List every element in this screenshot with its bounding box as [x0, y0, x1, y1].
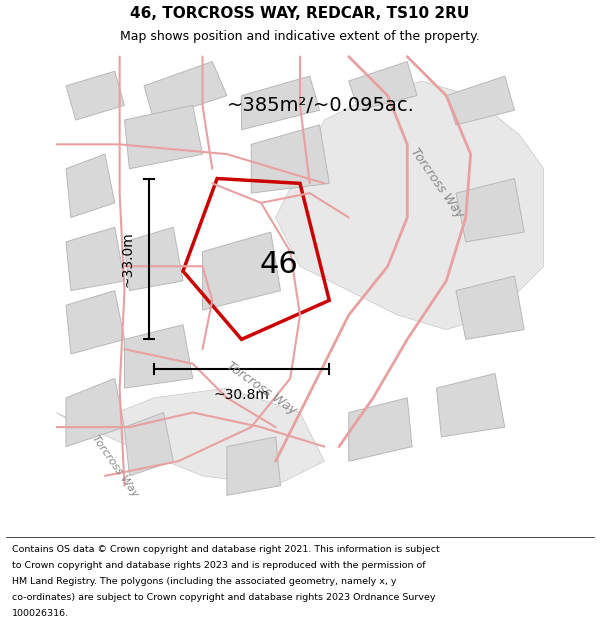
Text: Torcross Way: Torcross Way	[89, 433, 140, 499]
Polygon shape	[66, 378, 124, 447]
Text: HM Land Registry. The polygons (including the associated geometry, namely x, y: HM Land Registry. The polygons (includin…	[12, 577, 397, 586]
Polygon shape	[124, 412, 173, 476]
Polygon shape	[56, 388, 325, 486]
Text: 46: 46	[259, 250, 298, 279]
Polygon shape	[66, 154, 115, 218]
Text: Map shows position and indicative extent of the property.: Map shows position and indicative extent…	[120, 30, 480, 43]
Text: to Crown copyright and database rights 2023 and is reproduced with the permissio: to Crown copyright and database rights 2…	[12, 561, 425, 570]
Text: Torcross Way: Torcross Way	[224, 359, 298, 417]
Polygon shape	[275, 81, 544, 329]
Polygon shape	[124, 325, 193, 388]
Polygon shape	[349, 61, 417, 110]
Text: 100026316.: 100026316.	[12, 609, 69, 618]
Polygon shape	[349, 398, 412, 461]
Polygon shape	[66, 291, 124, 354]
Text: ~30.8m: ~30.8m	[214, 388, 269, 402]
Polygon shape	[437, 374, 505, 437]
Polygon shape	[66, 228, 124, 291]
Polygon shape	[144, 61, 227, 120]
Polygon shape	[124, 228, 183, 291]
Polygon shape	[202, 232, 281, 310]
Polygon shape	[227, 437, 281, 496]
Polygon shape	[251, 125, 329, 193]
Polygon shape	[446, 76, 515, 125]
Polygon shape	[456, 276, 524, 339]
Text: ~33.0m: ~33.0m	[120, 231, 134, 287]
Text: ~385m²/~0.095ac.: ~385m²/~0.095ac.	[227, 96, 415, 115]
Polygon shape	[124, 106, 202, 169]
Text: Torcross Way: Torcross Way	[407, 146, 466, 221]
Polygon shape	[241, 76, 320, 130]
Text: Contains OS data © Crown copyright and database right 2021. This information is : Contains OS data © Crown copyright and d…	[12, 545, 440, 554]
Text: co-ordinates) are subject to Crown copyright and database rights 2023 Ordnance S: co-ordinates) are subject to Crown copyr…	[12, 593, 436, 602]
Polygon shape	[456, 179, 524, 242]
Polygon shape	[66, 71, 124, 120]
Text: 46, TORCROSS WAY, REDCAR, TS10 2RU: 46, TORCROSS WAY, REDCAR, TS10 2RU	[130, 6, 470, 21]
